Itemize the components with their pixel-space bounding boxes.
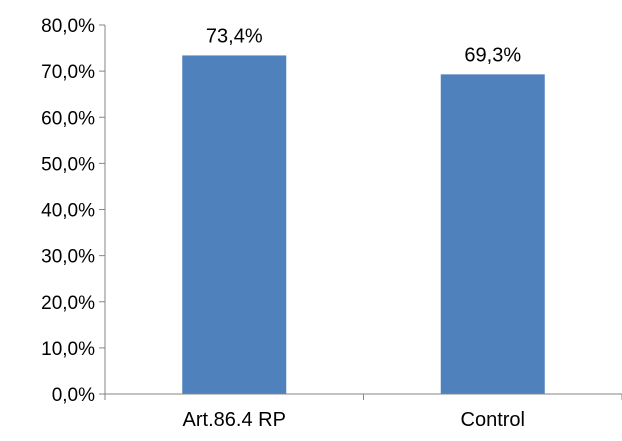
y-axis-ticks <box>99 24 105 395</box>
bars <box>182 55 545 394</box>
x-axis-tick-labels: Art.86.4 RP Control <box>183 409 525 431</box>
y-tick-label: 60,0% <box>41 108 95 129</box>
y-tick-label: 70,0% <box>41 62 95 83</box>
y-tick-label: 50,0% <box>41 154 95 175</box>
bar <box>440 74 545 394</box>
y-tick-label: 20,0% <box>41 293 95 314</box>
y-axis-tick-labels: 0,0% 10,0% 20,0% 30,0% 40,0% 50,0% 60,0% 70,0% 8… <box>41 16 95 406</box>
x-tick-label: Control <box>461 409 525 431</box>
x-tick-label: Art.86.4 RP <box>183 409 286 431</box>
y-tick-label: 10,0% <box>41 339 95 360</box>
data-labels: 73,4% 69,3% <box>206 25 521 66</box>
y-tick-label: 40,0% <box>41 201 95 222</box>
y-tick-label: 80,0% <box>41 16 95 37</box>
bar <box>182 55 287 394</box>
y-tick-label: 0,0% <box>52 385 95 406</box>
data-label: 73,4% <box>206 25 263 47</box>
data-label: 69,3% <box>464 44 521 66</box>
x-axis-ticks <box>104 394 622 400</box>
y-tick-label: 30,0% <box>41 247 95 268</box>
